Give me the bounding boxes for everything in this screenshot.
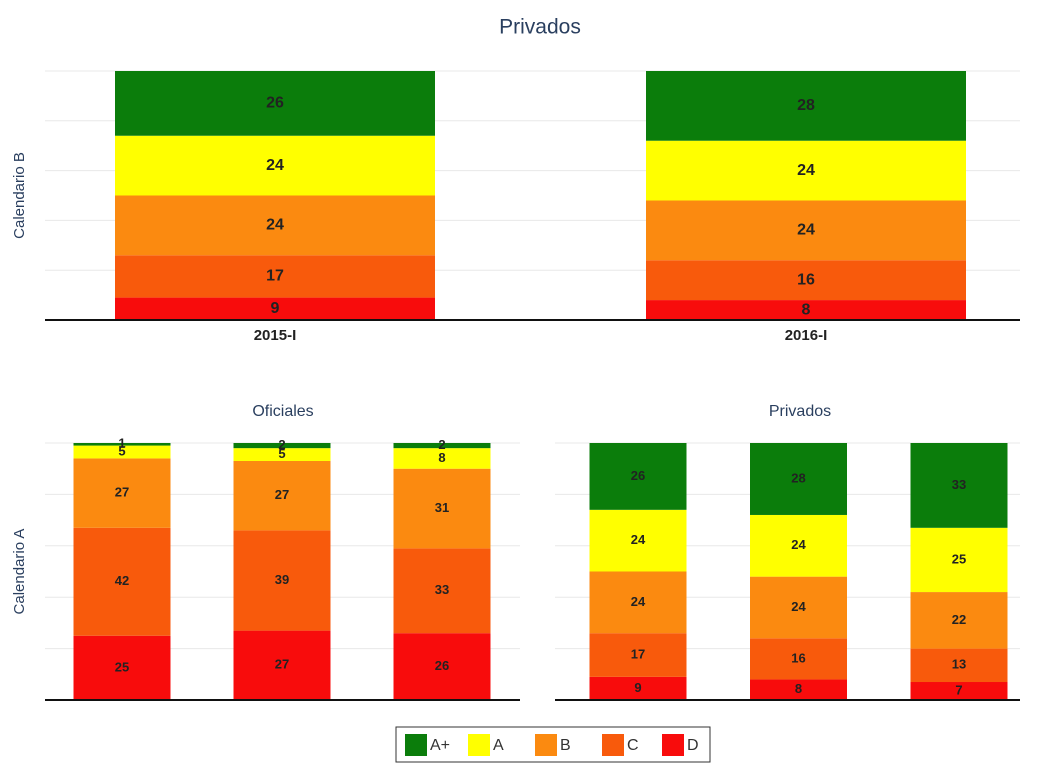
value-label: 24 (791, 599, 806, 614)
legend-swatch (602, 734, 624, 756)
bar-segment (73, 458, 171, 528)
legend-swatch (662, 734, 684, 756)
legend-swatch (535, 734, 557, 756)
value-label: 5 (278, 446, 285, 461)
bar-segment (233, 460, 331, 531)
bar-segment (115, 297, 435, 320)
bar-segment (750, 443, 847, 515)
bar-segment (910, 682, 1008, 700)
legend-label: D (687, 737, 699, 754)
chart-title: Privados (769, 403, 831, 420)
bar-segment (589, 443, 687, 510)
bar-segment (750, 638, 847, 680)
value-label: 24 (266, 157, 284, 174)
bar-segment (393, 548, 491, 634)
bar-segment (393, 443, 491, 449)
bar-segment (73, 443, 171, 446)
x-tick-label: 2016-I (785, 327, 828, 344)
bar-segment (73, 527, 171, 636)
value-label: 2 (278, 437, 285, 452)
x-tick-label: 2015-I (254, 327, 297, 344)
value-label: 31 (435, 500, 449, 515)
bar-segment (589, 509, 687, 572)
bar-segment (589, 676, 687, 700)
value-label: 24 (797, 162, 815, 179)
value-label: 24 (791, 537, 806, 552)
bar-segment (115, 255, 435, 298)
value-label: 25 (115, 659, 129, 674)
value-label: 26 (435, 658, 449, 673)
bar-segment (910, 443, 1008, 528)
value-label: 22 (952, 612, 966, 627)
bar-segment (646, 71, 966, 141)
bar-segment (115, 135, 435, 196)
bar-segment (910, 592, 1008, 649)
legend-swatch (468, 734, 490, 756)
bar-segment (910, 527, 1008, 593)
value-label: 24 (631, 532, 646, 547)
value-label: 27 (275, 487, 289, 502)
bar-segment (646, 300, 966, 320)
bar-segment (750, 514, 847, 577)
bar-segment (393, 633, 491, 700)
chart-title: Privados (499, 16, 581, 39)
value-label: 24 (266, 217, 284, 234)
bar-segment (910, 648, 1008, 683)
value-label: 17 (631, 646, 645, 661)
value-label: 26 (631, 468, 645, 483)
bar-segment (646, 260, 966, 301)
bar-segment (233, 448, 331, 461)
value-label: 8 (438, 450, 445, 465)
legend-swatch (405, 734, 427, 756)
bar-segment (73, 635, 171, 700)
value-label: 2 (438, 437, 445, 452)
value-label: 8 (795, 681, 802, 696)
bar-segment (750, 679, 847, 700)
value-label: 25 (952, 551, 966, 566)
value-label: 27 (275, 657, 289, 672)
value-label: 13 (952, 657, 966, 672)
bar-segment (115, 195, 435, 256)
bar-segment (233, 530, 331, 631)
bar-segment (73, 445, 171, 459)
value-label: 16 (797, 271, 815, 288)
value-label: 33 (435, 582, 449, 597)
value-label: 17 (266, 268, 284, 285)
legend-label: A+ (430, 737, 450, 754)
value-label: 5 (118, 443, 125, 458)
y-axis-label: Calendario B (11, 152, 28, 239)
chart-title: Oficiales (252, 403, 313, 420)
value-label: 39 (275, 572, 289, 587)
bar-segment (646, 140, 966, 201)
value-label: 33 (952, 477, 966, 492)
legend-label: B (560, 737, 571, 754)
legend-label: A (493, 737, 504, 754)
bar-segment (646, 200, 966, 261)
bar-segment (589, 571, 687, 634)
bar-segment (589, 633, 687, 677)
bar-segment (115, 71, 435, 136)
value-label: 28 (797, 97, 815, 114)
value-label: 24 (797, 222, 815, 239)
value-label: 9 (271, 300, 280, 317)
value-label: 16 (791, 650, 805, 665)
value-label: 24 (631, 594, 646, 609)
bar-segment (393, 468, 491, 549)
value-label: 1 (118, 436, 125, 451)
value-label: 8 (802, 301, 811, 318)
value-label: 28 (791, 470, 805, 485)
bar-segment (233, 630, 331, 700)
value-label: 26 (266, 95, 284, 112)
bar-segment (233, 443, 331, 449)
value-label: 9 (634, 680, 641, 695)
y-axis-label: Calendario A (11, 529, 28, 615)
bar-segment (393, 448, 491, 469)
value-label: 42 (115, 573, 129, 588)
legend-label: C (627, 737, 639, 754)
value-label: 27 (115, 485, 129, 500)
value-label: 7 (955, 682, 962, 697)
bar-segment (750, 576, 847, 639)
